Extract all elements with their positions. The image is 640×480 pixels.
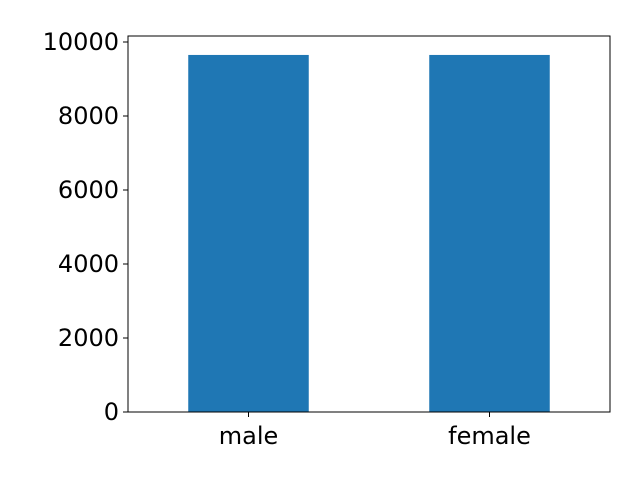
bar-female: [429, 54, 550, 412]
bar-male: [188, 54, 309, 412]
y-tick-label: 8000: [58, 102, 119, 130]
x-tick-label: female: [448, 422, 531, 450]
x-tick-label: male: [219, 422, 279, 450]
y-tick-label: 2000: [58, 324, 119, 352]
y-tick-label: 4000: [58, 250, 119, 278]
y-axis: 0 2000 4000 6000 8000 10000: [43, 28, 128, 426]
y-tick-label: 0: [104, 398, 119, 426]
y-tick-label: 6000: [58, 176, 119, 204]
x-axis: male female: [219, 412, 531, 450]
plot-frame: [127, 35, 611, 413]
y-tick-label: 10000: [43, 28, 119, 56]
bars-group: [188, 54, 550, 412]
